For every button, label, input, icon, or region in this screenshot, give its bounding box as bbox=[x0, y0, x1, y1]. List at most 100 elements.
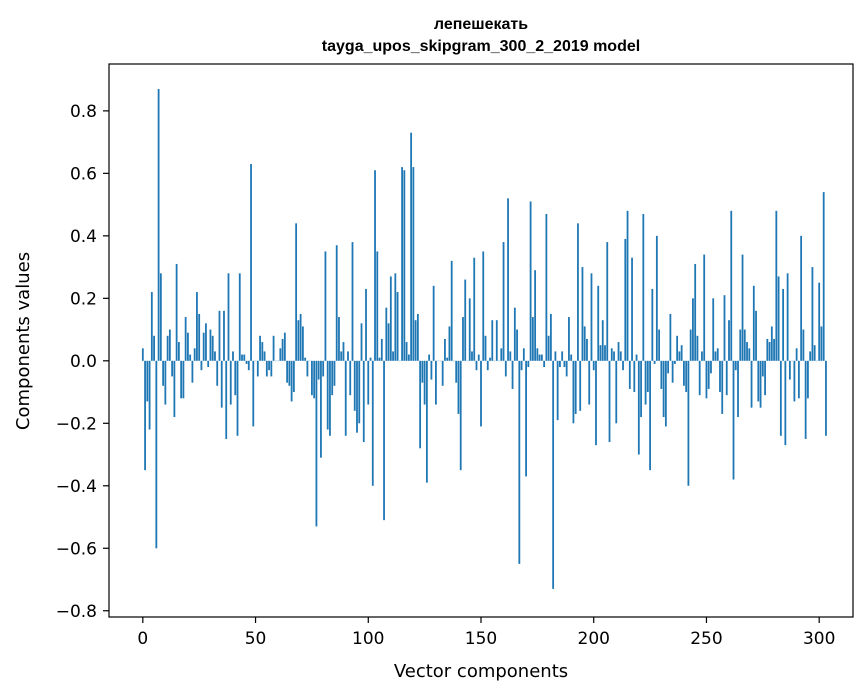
bar-91 bbox=[347, 351, 349, 361]
bar-194 bbox=[579, 360, 582, 411]
bar-32 bbox=[214, 351, 216, 361]
bar-185 bbox=[559, 360, 561, 368]
x-tick-label: 300 bbox=[803, 629, 835, 649]
bar-1 bbox=[144, 360, 146, 471]
bar-182 bbox=[552, 360, 555, 589]
bar-71 bbox=[301, 326, 304, 361]
bar-8 bbox=[159, 273, 162, 361]
bar-229 bbox=[658, 329, 661, 361]
bar-295 bbox=[807, 360, 809, 399]
bar-27 bbox=[202, 332, 205, 361]
bar-230 bbox=[660, 360, 663, 389]
bar-94 bbox=[353, 360, 356, 411]
bar-192 bbox=[574, 360, 577, 414]
bar-38 bbox=[227, 273, 230, 361]
bar-166 bbox=[516, 329, 518, 361]
bar-224 bbox=[646, 360, 649, 393]
y-axis-label: Components values bbox=[13, 252, 34, 430]
bar-55 bbox=[265, 360, 268, 377]
bar-48 bbox=[250, 163, 252, 361]
bar-191 bbox=[572, 360, 575, 424]
bar-179 bbox=[545, 213, 548, 361]
bar-24 bbox=[196, 292, 198, 361]
bar-126 bbox=[425, 360, 428, 483]
bar-52 bbox=[259, 335, 261, 361]
bar-220 bbox=[637, 360, 640, 455]
x-tick-label: 0 bbox=[137, 629, 148, 649]
bar-73 bbox=[306, 360, 309, 377]
bar-129 bbox=[432, 285, 435, 361]
bar-16 bbox=[177, 342, 180, 361]
bar-33 bbox=[216, 360, 219, 386]
bar-102 bbox=[371, 360, 374, 486]
bar-30 bbox=[209, 329, 212, 361]
bar-106 bbox=[380, 338, 383, 361]
bar-232 bbox=[664, 360, 667, 427]
bar-98 bbox=[362, 360, 365, 443]
bar-80 bbox=[322, 360, 325, 377]
bar-257 bbox=[721, 360, 724, 414]
bar-115 bbox=[401, 167, 403, 361]
bar-165 bbox=[513, 307, 516, 361]
bar-174 bbox=[534, 270, 537, 361]
bar-294 bbox=[804, 360, 807, 439]
bar-213 bbox=[622, 360, 624, 371]
bar-162 bbox=[507, 198, 509, 361]
bar-219 bbox=[635, 354, 638, 361]
bar-152 bbox=[484, 335, 487, 361]
bar-124 bbox=[421, 360, 424, 383]
bar-250 bbox=[705, 360, 708, 399]
bar-139 bbox=[455, 360, 458, 383]
bar-297 bbox=[811, 267, 814, 361]
bar-7 bbox=[157, 88, 160, 361]
bar-223 bbox=[644, 360, 647, 405]
bar-41 bbox=[234, 360, 237, 396]
bar-154 bbox=[489, 357, 491, 361]
bar-18 bbox=[182, 360, 185, 399]
bar-82 bbox=[326, 360, 329, 430]
bar-263 bbox=[734, 360, 737, 371]
bar-248 bbox=[701, 351, 703, 361]
bar-197 bbox=[586, 338, 588, 361]
bar-173 bbox=[531, 317, 534, 361]
x-tick-label: 250 bbox=[690, 629, 722, 649]
bar-243 bbox=[689, 329, 692, 361]
bar-19 bbox=[184, 317, 187, 361]
y-tick-label: −0.4 bbox=[56, 477, 97, 497]
bar-172 bbox=[529, 201, 532, 361]
bar-89 bbox=[342, 342, 345, 361]
bar-261 bbox=[730, 210, 733, 361]
bar-64 bbox=[286, 360, 289, 383]
bar-127 bbox=[428, 354, 431, 361]
bar-266 bbox=[741, 254, 744, 361]
bar-69 bbox=[297, 320, 300, 361]
bar-49 bbox=[252, 360, 255, 427]
bar-101 bbox=[369, 357, 372, 361]
bar-67 bbox=[292, 360, 295, 393]
bar-137 bbox=[450, 260, 453, 361]
bar-274 bbox=[759, 360, 762, 408]
bar-29 bbox=[207, 360, 210, 368]
bar-97 bbox=[360, 323, 363, 361]
bar-175 bbox=[536, 348, 539, 361]
bar-118 bbox=[407, 354, 410, 361]
bar-221 bbox=[640, 360, 642, 418]
bar-109 bbox=[387, 323, 390, 361]
bar-292 bbox=[800, 235, 803, 361]
bar-258 bbox=[723, 295, 726, 361]
bar-10 bbox=[164, 360, 167, 405]
bar-291 bbox=[797, 360, 800, 399]
bar-284 bbox=[782, 288, 785, 361]
bar-93 bbox=[351, 242, 354, 361]
bar-168 bbox=[520, 360, 523, 371]
bar-148 bbox=[475, 360, 478, 371]
bar-178 bbox=[543, 360, 546, 368]
bar-239 bbox=[680, 345, 683, 361]
bar-285 bbox=[784, 360, 787, 446]
bar-31 bbox=[211, 335, 214, 361]
bar-45 bbox=[243, 354, 246, 361]
bar-281 bbox=[775, 210, 778, 361]
bar-267 bbox=[743, 329, 746, 361]
bar-76 bbox=[313, 360, 316, 399]
bar-238 bbox=[678, 351, 681, 361]
